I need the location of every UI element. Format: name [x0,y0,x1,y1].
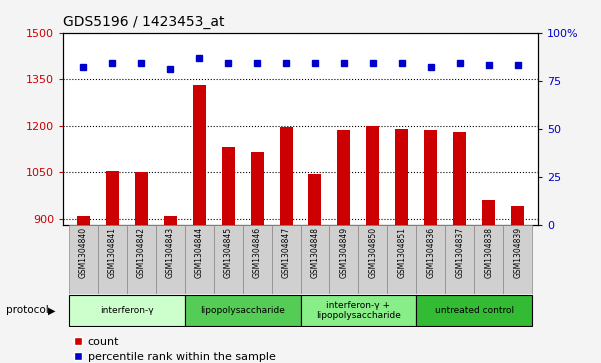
FancyBboxPatch shape [69,225,98,294]
FancyBboxPatch shape [445,225,474,294]
Text: GSM1304845: GSM1304845 [224,227,233,278]
Text: GSM1304838: GSM1304838 [484,227,493,278]
Text: GSM1304848: GSM1304848 [311,227,320,278]
Bar [163,216,177,225]
Text: GSM1304837: GSM1304837 [455,227,464,278]
Bar [135,172,148,225]
FancyBboxPatch shape [329,225,358,294]
Bar [367,126,379,225]
FancyBboxPatch shape [272,225,300,294]
Text: lipopolysaccharide: lipopolysaccharide [200,306,285,315]
Bar [279,127,293,225]
Text: GSM1304840: GSM1304840 [79,227,88,278]
Bar [511,207,524,225]
Text: interferon-γ +
lipopolysaccharide: interferon-γ + lipopolysaccharide [316,301,401,320]
Text: GSM1304839: GSM1304839 [513,227,522,278]
FancyBboxPatch shape [185,295,300,326]
Bar [251,152,264,225]
FancyBboxPatch shape [185,225,213,294]
Text: GSM1304846: GSM1304846 [252,227,261,278]
Bar [193,85,206,225]
Text: untreated control: untreated control [435,306,514,315]
Text: GSM1304850: GSM1304850 [368,227,377,278]
Text: protocol: protocol [6,305,49,315]
Bar [337,130,350,225]
FancyBboxPatch shape [416,225,445,294]
FancyBboxPatch shape [213,225,243,294]
FancyBboxPatch shape [503,225,532,294]
FancyBboxPatch shape [69,295,185,326]
FancyBboxPatch shape [127,225,156,294]
Bar [106,171,119,225]
Text: GSM1304851: GSM1304851 [397,227,406,278]
Bar [308,174,322,225]
FancyBboxPatch shape [416,295,532,326]
Bar [395,129,408,225]
Bar [482,200,495,225]
Text: GSM1304849: GSM1304849 [340,227,349,278]
Bar [222,147,234,225]
Text: GSM1304836: GSM1304836 [426,227,435,278]
Text: GSM1304847: GSM1304847 [281,227,290,278]
Text: GSM1304844: GSM1304844 [195,227,204,278]
FancyBboxPatch shape [156,225,185,294]
FancyBboxPatch shape [358,225,388,294]
FancyBboxPatch shape [243,225,272,294]
FancyBboxPatch shape [388,225,416,294]
Bar [424,130,438,225]
FancyBboxPatch shape [300,295,416,326]
FancyBboxPatch shape [300,225,329,294]
Bar [453,132,466,225]
FancyBboxPatch shape [474,225,503,294]
Legend: count, percentile rank within the sample: count, percentile rank within the sample [69,332,280,363]
Text: GDS5196 / 1423453_at: GDS5196 / 1423453_at [63,15,225,29]
Text: GSM1304842: GSM1304842 [137,227,146,278]
FancyBboxPatch shape [98,225,127,294]
Text: GSM1304843: GSM1304843 [166,227,175,278]
Text: GSM1304841: GSM1304841 [108,227,117,278]
Bar [77,216,90,225]
Text: interferon-γ: interferon-γ [100,306,154,315]
Text: ▶: ▶ [48,305,55,315]
